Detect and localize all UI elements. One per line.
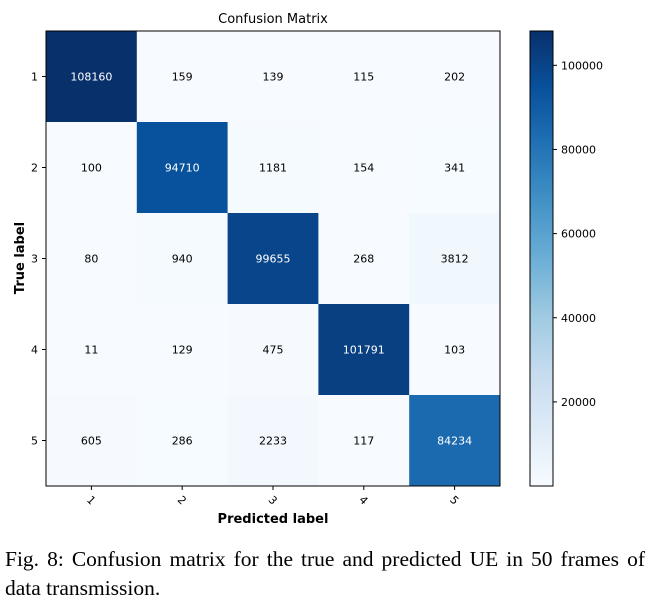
heatmap-cell [46, 122, 138, 214]
colorbar-ticks: 20000 40000 60000 80000 100000 [553, 59, 603, 409]
y-axis-ticks: 1 2 3 4 5 [31, 71, 46, 448]
x-axis-ticks: 1 2 3 4 5 [84, 486, 461, 507]
heatmap-cell [136, 304, 229, 396]
heatmap-cell [409, 122, 501, 214]
figure-caption: Fig. 8: Confusion matrix for the true an… [5, 547, 645, 600]
heatmap-cell [227, 122, 319, 214]
cell-value-label: 84234 [437, 435, 472, 448]
cell-value-label: 94710 [165, 162, 200, 175]
cell-value-label: 940 [172, 253, 193, 266]
heatmap-cell [318, 395, 410, 487]
heatmap-cell [46, 31, 138, 123]
cell-value-label: 99655 [256, 253, 291, 266]
cell-value-label: 129 [172, 344, 193, 357]
cell-value-label: 115 [353, 71, 374, 84]
heatmap-cell [46, 304, 138, 396]
x-tick-label: 1 [84, 493, 98, 507]
colorbar-tick-label: 60000 [561, 228, 596, 241]
colorbar-tick-label: 40000 [561, 312, 596, 325]
heatmap-cell [136, 122, 229, 214]
heatmap-cell [318, 122, 410, 214]
y-tick-label: 5 [31, 435, 38, 448]
colorbar-tick-label: 100000 [561, 59, 603, 72]
x-tick-label: 2 [175, 493, 189, 507]
cell-value-label: 202 [444, 71, 465, 84]
heatmap-cells [46, 31, 501, 487]
heatmap-cell [409, 31, 501, 123]
heatmap-cell [46, 213, 138, 305]
heatmap-cell [136, 31, 229, 123]
heatmap-cell [136, 395, 229, 487]
cell-value-label: 605 [81, 435, 102, 448]
cell-value-label: 103 [444, 344, 465, 357]
chart-title: Confusion Matrix [218, 12, 328, 27]
heatmap-cell [227, 304, 319, 396]
heatmap-cell-labels: 108160 159 139 115 202 100 94710 1181 154 341 80 94… [70, 71, 472, 448]
cell-value-label: 2233 [259, 435, 287, 448]
heatmap-cell [46, 395, 138, 487]
x-tick-label: 5 [447, 493, 461, 507]
y-tick-label: 4 [31, 344, 38, 357]
heatmap-cell [318, 213, 410, 305]
cell-value-label: 101791 [343, 344, 385, 357]
cell-value-label: 108160 [70, 71, 112, 84]
heatmap-cell [136, 213, 229, 305]
heatmap-cell [318, 31, 410, 123]
cell-value-label: 3812 [441, 253, 469, 266]
colorbar [529, 30, 554, 487]
cell-value-label: 139 [263, 71, 284, 84]
cell-value-label: 117 [353, 435, 374, 448]
colorbar-tick-label: 20000 [561, 396, 596, 409]
colorbar-tick-label: 80000 [561, 143, 596, 156]
cell-value-label: 268 [353, 253, 374, 266]
heatmap-cell [318, 304, 410, 396]
cell-value-label: 80 [84, 253, 98, 266]
x-tick-label: 3 [266, 493, 280, 507]
y-tick-label: 3 [31, 253, 38, 266]
cell-value-label: 286 [172, 435, 193, 448]
y-tick-label: 1 [31, 71, 38, 84]
cell-value-label: 159 [172, 71, 193, 84]
heatmap-cell [227, 395, 319, 487]
y-tick-label: 2 [31, 162, 38, 175]
cell-value-label: 100 [81, 162, 102, 175]
cell-value-label: 154 [353, 162, 374, 175]
cell-value-label: 341 [444, 162, 465, 175]
x-tick-label: 4 [356, 493, 370, 507]
heatmap-cell [227, 213, 319, 305]
cell-value-label: 1181 [259, 162, 287, 175]
heatmap-cell [409, 304, 501, 396]
cell-value-label: 11 [84, 344, 98, 357]
heatmap-cell [227, 31, 319, 123]
cell-value-label: 475 [263, 344, 284, 357]
y-axis-label: True label [13, 222, 28, 294]
x-axis-label: Predicted label [218, 512, 329, 527]
heatmap-cell [409, 213, 501, 305]
heatmap-cell [409, 395, 501, 487]
